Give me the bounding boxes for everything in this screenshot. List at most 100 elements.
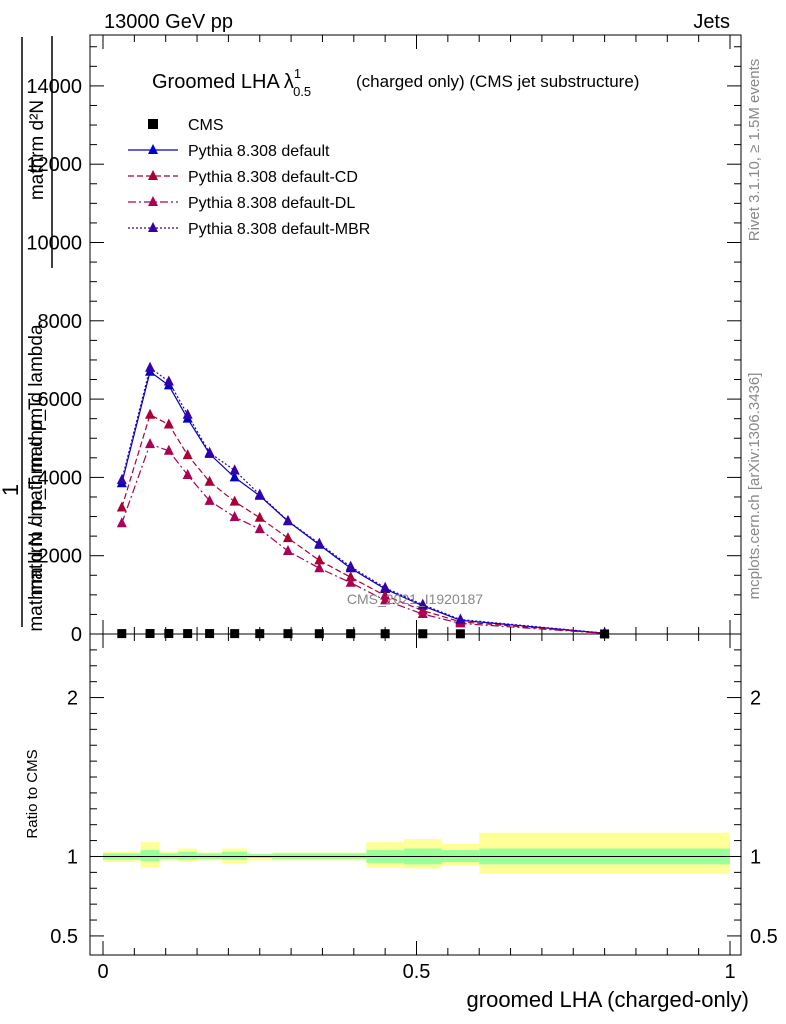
header-left: 13000 GeV pp: [104, 11, 233, 33]
series-marker: [229, 510, 240, 521]
series-line: [121, 413, 605, 634]
series-marker: [254, 511, 265, 522]
y-tick-label: 0: [71, 624, 82, 646]
cms-marker: [380, 629, 390, 639]
legend-label: Pythia 8.308 default-DL: [188, 195, 355, 212]
cms-data: [117, 629, 610, 639]
legend-entry-0: Pythia 8.308 default: [128, 143, 330, 160]
series-marker: [380, 594, 391, 605]
legend: CMS Pythia 8.308 default Pythia 8.308 defa…: [128, 117, 370, 238]
series-marker: [163, 418, 174, 429]
title-subscript: 0.5: [293, 84, 311, 99]
ratio-plot-area: [89, 633, 742, 956]
legend-entry-cms: CMS: [148, 117, 224, 134]
series-marker: [314, 537, 325, 548]
series-marker: [282, 532, 293, 543]
series-marker: [455, 613, 466, 624]
ratio-tick-label-right: 0.5: [750, 926, 778, 948]
y-tick-label: 2000: [38, 546, 83, 568]
series-marker: [182, 449, 193, 460]
cms-marker: [314, 629, 324, 639]
svg-text:mathrm d N / mathrm d p_T: mathrm d N / mathrm d p_T: [26, 398, 47, 632]
legend-marker: [148, 119, 158, 129]
ratio-band-inner: [140, 850, 160, 862]
series-marker: [254, 488, 265, 499]
ylabel-lhs-num: 1: [0, 484, 23, 496]
series-marker: [204, 475, 215, 486]
series-marker: [116, 517, 127, 528]
cms-marker: [145, 629, 155, 639]
y-tick-label: 10000: [26, 232, 82, 254]
series-line: [121, 366, 605, 634]
series-marker: [163, 375, 174, 386]
x-tick-label: 1: [724, 961, 735, 983]
legend-label: CMS: [188, 117, 224, 134]
svg-text:mathrm d p_T mathrm d lambda: mathrm d p_T mathrm d lambda: [26, 324, 47, 595]
series-marker: [254, 523, 265, 534]
rivet-label: Rivet 3.1.10, ≥ 1.5M events: [746, 59, 763, 242]
legend-marker: [148, 170, 158, 180]
ratio-tick-label-right: 2: [750, 688, 761, 710]
ylabel-lhs-den: mathrm d N / mathrm d p_T: [26, 398, 47, 632]
ratio-band-inner: [178, 851, 198, 860]
mcplots-label: mcplots.cern.ch [arXiv:1306.3436]: [746, 373, 763, 600]
x-axis-label: groomed LHA (charged-only): [467, 987, 749, 1012]
y-tick-label: 6000: [38, 389, 83, 411]
series-marker: [282, 514, 293, 525]
title-suffix: (charged only) (CMS jet substructure): [356, 72, 639, 91]
series-marker: [145, 408, 156, 419]
series-marker: [182, 469, 193, 480]
series-marker: [229, 495, 240, 506]
series-marker: [345, 576, 356, 587]
ratio-tick-label-right: 1: [750, 846, 761, 868]
legend-marker: [148, 196, 158, 206]
ratio-tick-label: 2: [67, 688, 78, 710]
series-marker: [314, 562, 325, 573]
svg-text:1: 1: [0, 484, 23, 496]
ratio-tick-label: 1: [67, 846, 78, 868]
ratio-band-inner: [222, 851, 248, 860]
x-tick-label: 0: [97, 961, 108, 983]
series-marker: [229, 464, 240, 475]
y-tick-label: 4000: [38, 467, 83, 489]
cms-marker: [346, 629, 356, 639]
series-2: [116, 438, 610, 638]
ratio-y-ticks: 0.5 0.5 1 1 2 2: [50, 649, 778, 948]
series-marker: [345, 571, 356, 582]
ratio-frame: [89, 633, 742, 956]
cms-marker: [418, 629, 428, 639]
series-marker: [282, 545, 293, 556]
series-marker: [116, 474, 127, 485]
cms-marker: [455, 629, 465, 639]
series-marker: [182, 408, 193, 419]
cms-marker: [230, 629, 240, 639]
series-marker: [145, 438, 156, 449]
series-marker: [204, 446, 215, 457]
y-axis-label-ratio: Ratio to CMS: [24, 749, 41, 838]
plot-title: Groomed LHA λ1 0.5 (charged only) (CMS jet…: [152, 66, 639, 99]
y-tick-label: 8000: [38, 311, 83, 333]
y-tick-label: 14000: [26, 76, 82, 98]
x-tick-label: 0.5: [403, 961, 431, 983]
series-marker: [314, 554, 325, 565]
series-marker: [163, 444, 174, 455]
cms-marker: [164, 629, 174, 639]
title-text: Groomed LHA: [152, 71, 280, 93]
legend-entry-3: Pythia 8.308 default-MBR: [128, 221, 370, 238]
legend-label: Pythia 8.308 default-MBR: [188, 221, 370, 238]
series-marker: [204, 494, 215, 505]
series-layer: [116, 361, 610, 639]
y-axis-label-main: mathrm d²N mathrm d p_T mathrm d lambda …: [0, 36, 53, 632]
ratio-bands: [103, 832, 730, 874]
series-marker: [116, 501, 127, 512]
ratio-tick-label: 0.5: [50, 926, 78, 948]
series-marker: [417, 598, 428, 609]
header-right: Jets: [693, 11, 730, 33]
ylabel-rhs-den: mathrm d p_T mathrm d lambda: [26, 324, 47, 595]
cms-marker: [205, 629, 215, 639]
ylabel-rhs-num: mathrm d²N: [27, 100, 48, 200]
legend-marker: [148, 144, 158, 154]
series-marker: [145, 361, 156, 372]
legend-label: Pythia 8.308 default-CD: [188, 169, 358, 186]
